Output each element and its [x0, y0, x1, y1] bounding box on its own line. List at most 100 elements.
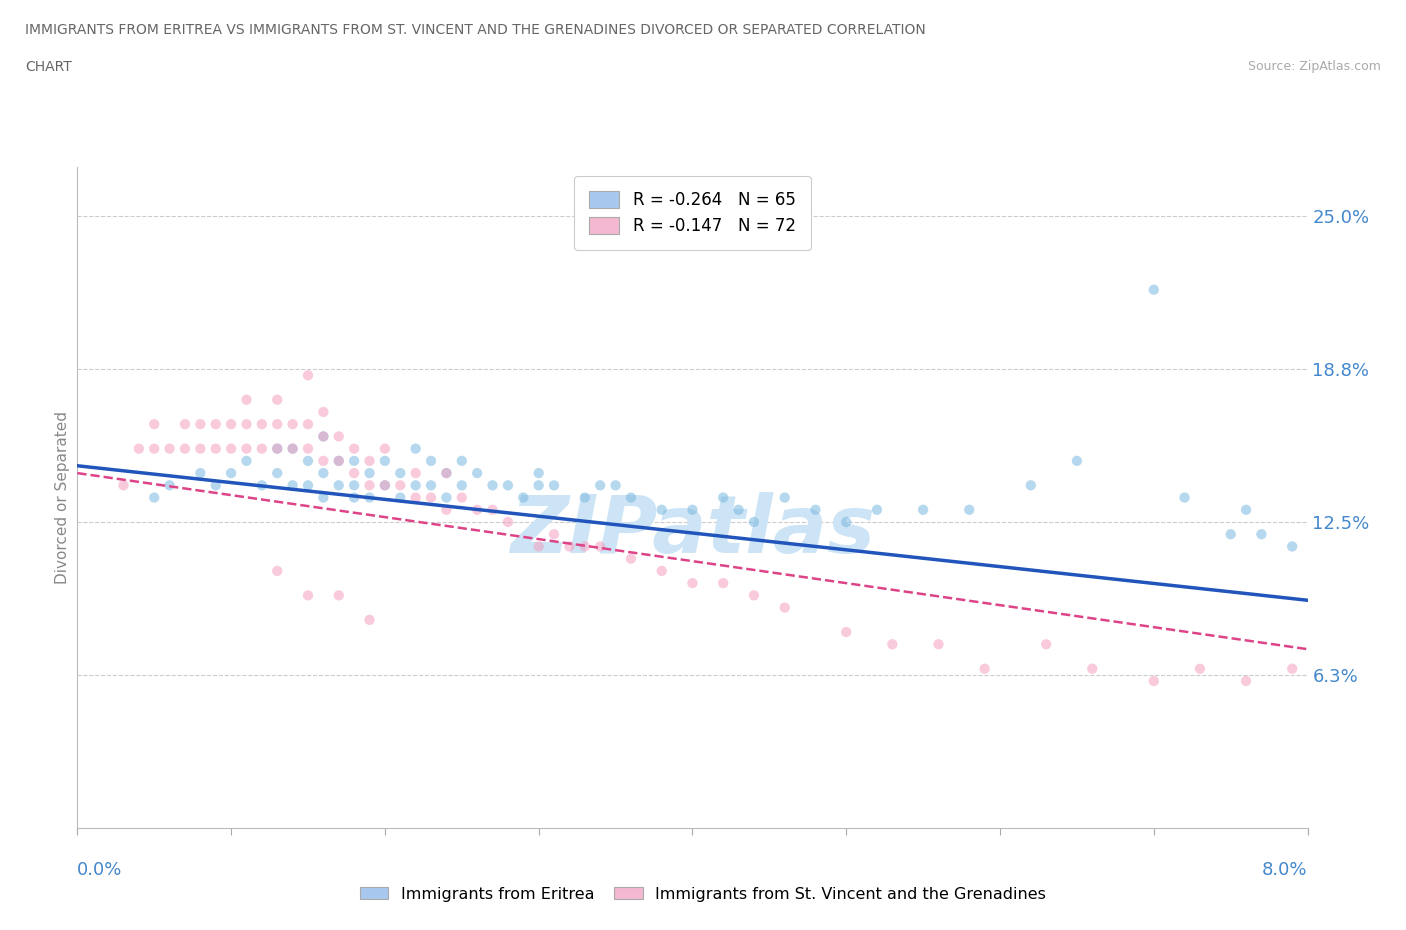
- Point: [159, 441, 181, 456]
- Point: [1281, 539, 1303, 554]
- Point: [574, 490, 596, 505]
- Point: [281, 478, 304, 493]
- Point: [527, 478, 550, 493]
- Point: [343, 454, 366, 469]
- Point: [450, 454, 472, 469]
- Point: [219, 441, 242, 456]
- Point: [374, 454, 396, 469]
- Point: [204, 417, 226, 432]
- Point: [589, 539, 612, 554]
- Point: [1174, 490, 1197, 505]
- Point: [928, 637, 950, 652]
- Point: [512, 490, 534, 505]
- Point: [405, 441, 427, 456]
- Point: [312, 429, 335, 444]
- Point: [389, 466, 412, 481]
- Point: [912, 502, 935, 517]
- Point: [651, 502, 673, 517]
- Text: IMMIGRANTS FROM ERITREA VS IMMIGRANTS FROM ST. VINCENT AND THE GRENADINES DIVORC: IMMIGRANTS FROM ERITREA VS IMMIGRANTS FR…: [25, 23, 927, 37]
- Point: [1188, 661, 1211, 676]
- Point: [420, 478, 443, 493]
- Point: [343, 478, 366, 493]
- Point: [711, 490, 734, 505]
- Point: [188, 417, 212, 432]
- Point: [128, 441, 150, 456]
- Point: [682, 576, 704, 591]
- Point: [651, 564, 673, 578]
- Point: [328, 454, 350, 469]
- Point: [312, 490, 335, 505]
- Point: [281, 417, 304, 432]
- Point: [389, 490, 412, 505]
- Point: [605, 478, 627, 493]
- Point: [266, 441, 288, 456]
- Point: [297, 588, 319, 603]
- Text: ZIPatlas: ZIPatlas: [510, 492, 875, 569]
- Point: [235, 441, 257, 456]
- Point: [235, 392, 257, 407]
- Point: [312, 429, 335, 444]
- Point: [328, 478, 350, 493]
- Point: [804, 502, 827, 517]
- Point: [219, 466, 242, 481]
- Point: [436, 466, 458, 481]
- Point: [405, 478, 427, 493]
- Text: CHART: CHART: [25, 60, 72, 74]
- Point: [450, 490, 472, 505]
- Point: [543, 526, 565, 541]
- Point: [359, 490, 381, 505]
- Point: [1234, 673, 1257, 688]
- Point: [312, 454, 335, 469]
- Point: [773, 490, 796, 505]
- Point: [389, 478, 412, 493]
- Point: [620, 490, 643, 505]
- Point: [589, 478, 612, 493]
- Point: [481, 502, 503, 517]
- Point: [359, 466, 381, 481]
- Point: [359, 612, 381, 627]
- Point: [405, 490, 427, 505]
- Point: [266, 466, 288, 481]
- Point: [558, 539, 581, 554]
- Point: [436, 490, 458, 505]
- Point: [1081, 661, 1104, 676]
- Point: [374, 478, 396, 493]
- Point: [496, 478, 519, 493]
- Point: [297, 368, 319, 383]
- Point: [359, 454, 381, 469]
- Point: [405, 466, 427, 481]
- Point: [496, 514, 519, 529]
- Point: [112, 478, 135, 493]
- Point: [973, 661, 995, 676]
- Point: [1250, 526, 1272, 541]
- Legend: Immigrants from Eritrea, Immigrants from St. Vincent and the Grenadines: Immigrants from Eritrea, Immigrants from…: [353, 881, 1053, 908]
- Point: [250, 417, 273, 432]
- Point: [297, 417, 319, 432]
- Point: [742, 588, 765, 603]
- Legend: R = -0.264   N = 65, R = -0.147   N = 72: R = -0.264 N = 65, R = -0.147 N = 72: [574, 176, 811, 250]
- Point: [374, 478, 396, 493]
- Point: [682, 502, 704, 517]
- Point: [159, 478, 181, 493]
- Point: [219, 417, 242, 432]
- Point: [235, 454, 257, 469]
- Point: [1281, 661, 1303, 676]
- Point: [957, 502, 980, 517]
- Point: [250, 441, 273, 456]
- Point: [328, 454, 350, 469]
- Point: [297, 478, 319, 493]
- Point: [574, 539, 596, 554]
- Point: [420, 490, 443, 505]
- Point: [359, 478, 381, 493]
- Point: [436, 466, 458, 481]
- Point: [297, 441, 319, 456]
- Point: [866, 502, 889, 517]
- Point: [742, 514, 765, 529]
- Point: [773, 600, 796, 615]
- Point: [481, 478, 503, 493]
- Point: [882, 637, 904, 652]
- Point: [374, 441, 396, 456]
- Point: [266, 417, 288, 432]
- Point: [1143, 282, 1166, 297]
- Point: [343, 466, 366, 481]
